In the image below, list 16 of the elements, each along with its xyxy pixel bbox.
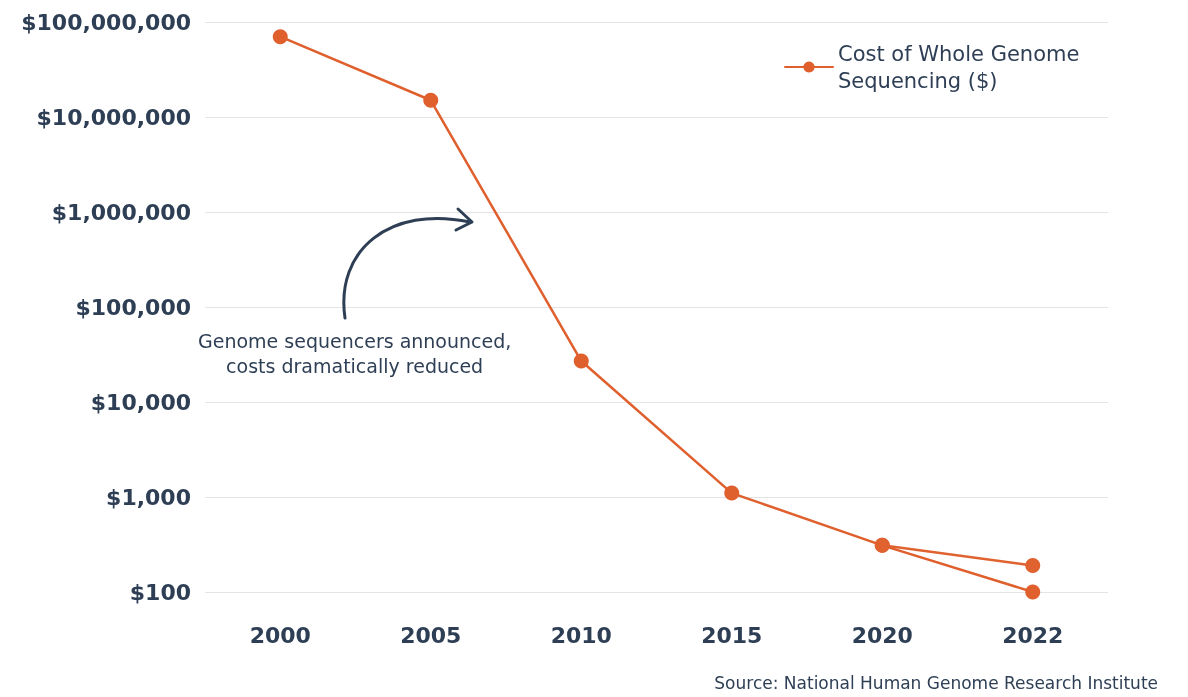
annotation: Genome sequencers announced, costs dramatically reduced <box>198 329 512 377</box>
y-tick-label: $1,000,000 <box>51 199 191 225</box>
x-tick-label: 2005 <box>400 622 462 648</box>
y-tick-label: $10,000 <box>90 389 191 415</box>
y-tick-label: $100 <box>129 579 191 605</box>
x-tick-label: 2022 <box>1002 622 1064 648</box>
x-tick-label: 2020 <box>851 622 913 648</box>
y-tick-label: $10,000,000 <box>36 104 191 130</box>
x-tick-label: 2015 <box>701 622 763 648</box>
y-tick-label: $100,000,000 <box>21 9 191 35</box>
y-tick-label: $100,000 <box>75 294 191 320</box>
legend-label: Cost of Whole Genome Sequencing ($) <box>838 41 1087 93</box>
x-tick-label: 2010 <box>550 622 612 648</box>
y-tick-label: $1,000 <box>106 484 191 510</box>
x-tick-label: 2000 <box>249 622 311 648</box>
source-note: Source: National Human Genome Research Institute <box>714 672 1158 693</box>
